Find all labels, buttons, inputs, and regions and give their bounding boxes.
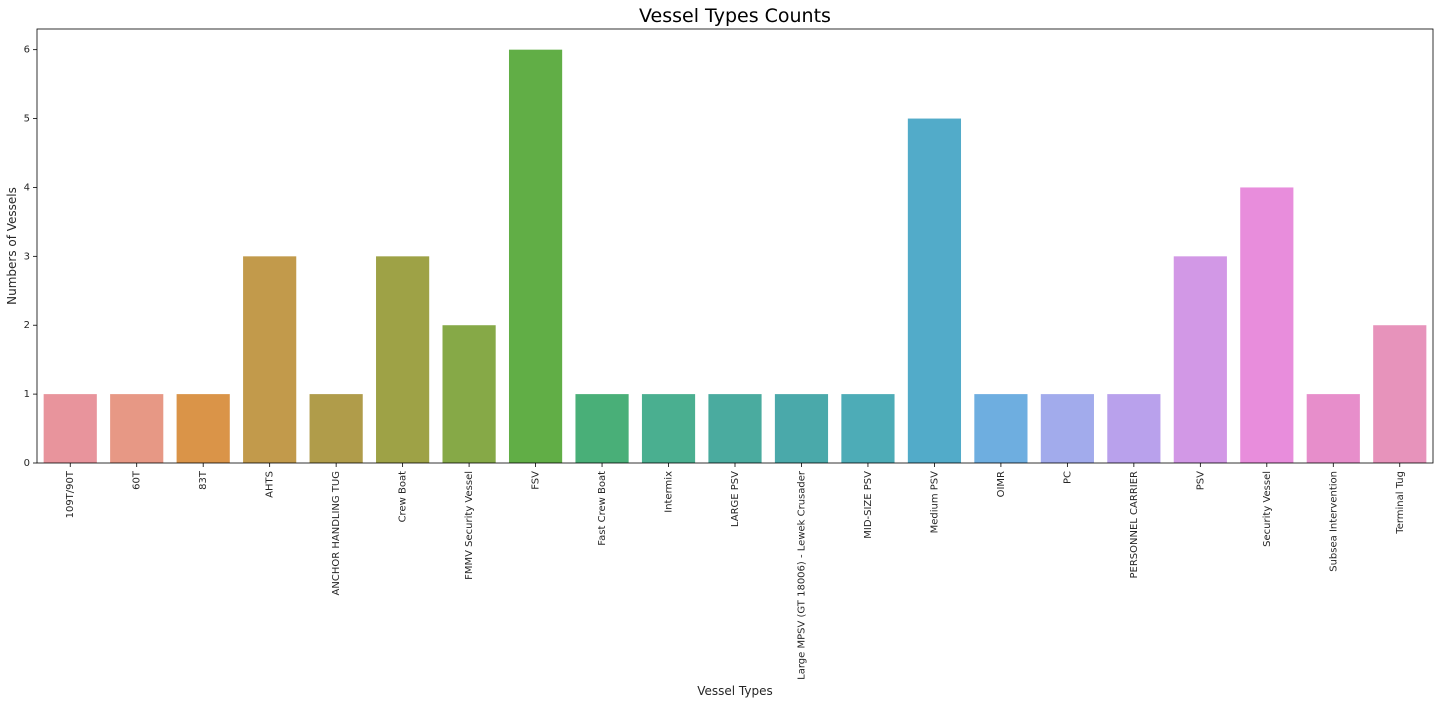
y-tick-label: 1 bbox=[24, 389, 30, 400]
bar bbox=[1306, 394, 1360, 463]
bar bbox=[1040, 394, 1094, 463]
x-tick-label: Subsea Intervention bbox=[1328, 471, 1339, 572]
bar bbox=[841, 394, 895, 463]
x-tick-label: LARGE PSV bbox=[730, 471, 741, 527]
y-tick-label: 0 bbox=[24, 458, 30, 469]
x-tick-label: Terminal Tug bbox=[1395, 471, 1406, 535]
x-tick-label: Medium PSV bbox=[929, 471, 940, 534]
x-tick-label: FMMV Security Vessel bbox=[464, 471, 475, 580]
y-tick-label: 5 bbox=[24, 114, 30, 125]
bar bbox=[309, 394, 363, 463]
x-tick-label: FSV bbox=[531, 471, 542, 490]
x-axis-title: Vessel Types bbox=[697, 684, 773, 698]
x-tick-label: Fast Crew Boat bbox=[597, 471, 608, 546]
x-tick-label: PERSONNEL CARRIER bbox=[1129, 471, 1140, 579]
bar bbox=[110, 394, 164, 463]
bar bbox=[1173, 256, 1227, 463]
x-tick-label: Security Vessel bbox=[1262, 471, 1273, 547]
x-tick-label: OIMR bbox=[996, 471, 1007, 497]
bar bbox=[1107, 394, 1161, 463]
bar bbox=[708, 394, 762, 463]
bar bbox=[774, 394, 829, 463]
y-tick-label: 6 bbox=[24, 45, 30, 56]
bar bbox=[907, 118, 962, 464]
bar bbox=[176, 394, 230, 463]
chart-title: Vessel Types Counts bbox=[639, 5, 831, 27]
bar bbox=[641, 394, 696, 463]
bar bbox=[243, 256, 297, 463]
y-tick-label: 3 bbox=[24, 251, 30, 262]
x-tick-label: 83T bbox=[198, 470, 209, 490]
bar bbox=[575, 394, 629, 463]
bars-group bbox=[43, 49, 1427, 464]
bar bbox=[1240, 187, 1294, 463]
bar bbox=[974, 394, 1028, 463]
bar bbox=[442, 325, 496, 463]
x-tick-label: Large MPSV (GT 18006) - Lewek Crusader bbox=[796, 470, 807, 680]
x-tick-label: ANCHOR HANDLING TUG bbox=[331, 471, 342, 595]
x-tick-label: Intermix bbox=[664, 471, 675, 513]
y-tick-label: 4 bbox=[24, 182, 30, 193]
y-axis-title: Numbers of Vessels bbox=[5, 187, 19, 305]
bar bbox=[376, 256, 430, 463]
x-tick-label: Crew Boat bbox=[398, 471, 409, 522]
bar bbox=[1373, 325, 1427, 463]
x-tick-label: PC bbox=[1062, 471, 1073, 484]
x-tick-label: 60T bbox=[132, 470, 143, 490]
x-tick-label: MID-SIZE PSV bbox=[863, 471, 874, 539]
bar bbox=[508, 49, 563, 464]
y-axis: 0 1 2 3 4 5 6 bbox=[24, 45, 37, 469]
y-tick-label: 2 bbox=[24, 320, 30, 331]
x-tick-label: PSV bbox=[1195, 471, 1206, 490]
bar bbox=[43, 394, 97, 463]
plot-frame bbox=[36, 28, 1434, 464]
x-tick-label: 109T/90T bbox=[65, 470, 76, 518]
x-tick-label: AHTS bbox=[265, 471, 276, 498]
x-axis: 109T/90T 60T 83T AHTS ANCHOR HANDLING TUG Cre… bbox=[65, 463, 1406, 680]
